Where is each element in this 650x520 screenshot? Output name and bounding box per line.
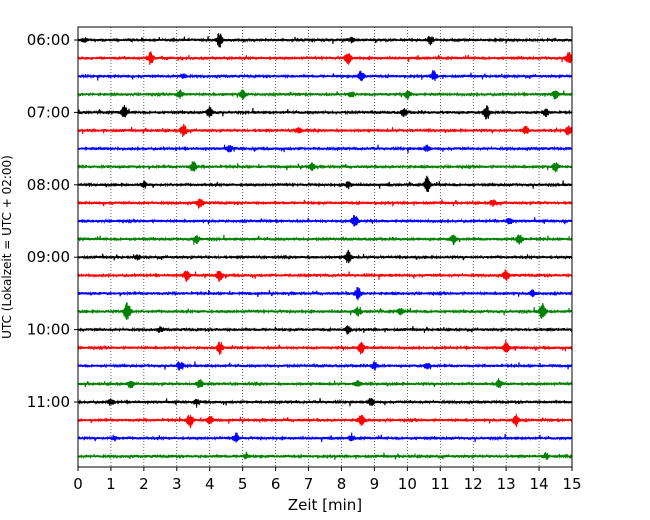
x-tick-label: 12 (464, 475, 483, 493)
y-tick-label: 10:00 (27, 321, 70, 339)
y-tick-label: 11:00 (27, 393, 70, 411)
trace-1030 (77, 361, 573, 371)
trace-0915 (77, 269, 573, 282)
x-tick-label: 0 (73, 475, 83, 493)
trace-0730 (77, 144, 573, 154)
trace-0645 (77, 89, 573, 101)
y-tick-label: 06:00 (27, 31, 70, 49)
y-tick-label: 08:00 (27, 176, 70, 194)
x-tick-label: 10 (398, 475, 417, 493)
trace-0845 (77, 234, 573, 245)
trace-0700 (77, 104, 573, 120)
y-tick-label: 07:00 (27, 103, 70, 121)
trace-0630 (77, 70, 573, 82)
x-tick-label: 9 (370, 475, 380, 493)
x-tick-label: 7 (304, 475, 314, 493)
x-tick-label: 11 (431, 475, 450, 493)
trace-0715 (77, 123, 573, 137)
x-axis-ticks: 0 1 2 3 4 5 6 7 8 9 10 11 12 13 14 15 (73, 467, 582, 493)
x-tick-label: 5 (238, 475, 248, 493)
trace-0600 (77, 33, 573, 48)
y-axis-label: UTC (Lokalzeit = UTC + 02:00) (0, 155, 14, 339)
trace-0830 (77, 215, 573, 227)
x-tick-label: 15 (562, 475, 581, 493)
trace-0945 (77, 302, 573, 320)
trace-1045 (77, 378, 573, 389)
x-tick-label: 3 (172, 475, 182, 493)
trace-0815 (77, 198, 573, 209)
trace-1000 (77, 325, 573, 335)
trace-1115 (77, 413, 573, 429)
trace-0930 (77, 287, 573, 301)
trace-1015 (77, 339, 573, 355)
seismic-traces (77, 33, 573, 460)
trace-0615 (77, 51, 573, 65)
plot-frame (77, 26, 573, 468)
y-tick-label: 09:00 (27, 248, 70, 266)
trace-1145 (77, 451, 573, 460)
y-axis-ticks: 06:00 07:00 08:00 09:00 10:00 11:00 (27, 31, 78, 411)
x-tick-label: 2 (139, 475, 149, 493)
x-tick-label: 14 (530, 475, 549, 493)
x-tick-label: 1 (106, 475, 116, 493)
x-tick-label: 13 (497, 475, 516, 493)
x-axis-label: Zeit [min] (288, 496, 362, 514)
vertical-grid (110, 27, 540, 467)
trace-0745 (77, 161, 573, 173)
trace-1130 (77, 432, 573, 443)
trace-1100 (77, 398, 573, 408)
x-tick-label: 8 (337, 475, 347, 493)
x-tick-label: 4 (205, 475, 215, 493)
x-tick-label: 6 (271, 475, 281, 493)
trace-0800 (77, 175, 573, 192)
trace-0900 (77, 249, 573, 264)
